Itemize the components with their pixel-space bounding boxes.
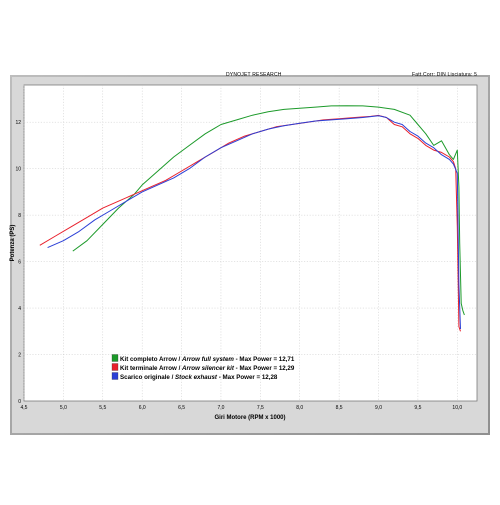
legend-swatch [111,372,119,380]
y-tick-label: 6 [18,260,21,266]
y-tick-label: 8 [18,213,21,219]
series-line-1 [39,114,461,332]
correction-info: Fatt.Corr: DIN Lisciatura: 5 [412,72,478,78]
plot-area [23,84,478,402]
report-title: DYNOJET RESEARCH [226,72,282,78]
x-tick-label: 6,5 [178,405,185,411]
y-tick-label: 0 [18,399,21,405]
grid [23,85,477,401]
x-tick-label: 10,0 [452,405,462,411]
x-tick-label: 8,0 [296,405,303,411]
x-tick-label: 8,5 [336,405,343,411]
y-tick-label: 4 [18,306,21,312]
series-lines [39,105,465,332]
legend-entry: Scarico originale / Stock exhaust - Max … [120,374,278,381]
x-tick-label: 6,0 [139,405,146,411]
x-tick-label: 7,0 [217,405,224,411]
y-axis: 0 2 4 6 8 10 12 [15,120,21,405]
y-tick-label: 2 [18,353,21,359]
y-axis-label: Potenza (PS) [10,225,16,262]
legend-entry: Kit completo Arrow / Arrow full system -… [120,356,295,363]
legend: Kit completo Arrow / Arrow full system -… [111,354,295,381]
x-tick-label: 9,0 [375,405,382,411]
series-line-0 [72,105,465,316]
x-axis: 4,5 5,0 5,5 6,0 6,5 7,0 7,5 8,0 8,5 9,0 9,5 10,0 [21,405,463,411]
x-tick-label: 9,5 [414,405,421,411]
x-axis-label: Giri Motore (RPM x 1000) [214,415,285,421]
legend-entry: Kit terminale Arrow / Arrow silencer kit… [120,365,295,372]
legend-swatch [111,354,119,362]
x-tick-label: 7,5 [257,405,264,411]
x-tick-label: 5,0 [60,405,67,411]
x-tick-label: 5,5 [99,405,106,411]
legend-swatch [111,363,119,371]
y-tick-label: 10 [15,167,21,173]
x-tick-label: 4,5 [21,405,28,411]
series-line-2 [47,115,461,330]
y-tick-label: 12 [15,120,21,126]
